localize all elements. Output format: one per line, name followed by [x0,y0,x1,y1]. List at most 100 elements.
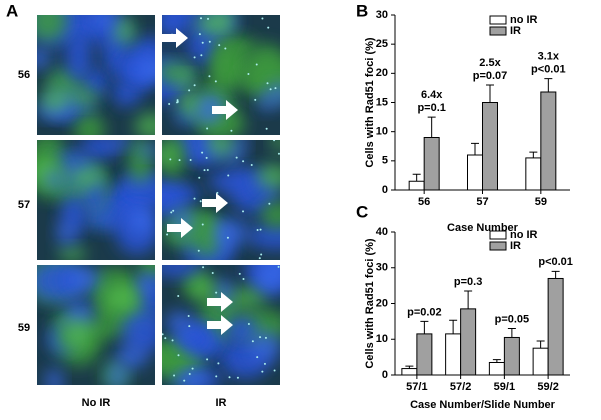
focus [197,249,200,252]
error-bar [405,365,414,369]
fold-change: 3.1x [538,50,560,62]
cell [181,372,207,385]
legend-label: IR [510,25,521,37]
focus [242,277,245,280]
focus [189,158,192,161]
focus [217,362,220,365]
cell [229,287,266,309]
bar [416,333,433,376]
x-tick-label: 57 [476,196,488,208]
bar [467,154,483,191]
focus [188,325,191,328]
bar [532,347,549,376]
cell [137,57,155,82]
focus [263,362,266,365]
x-tick-label: 59 [535,196,547,208]
focus [260,253,263,256]
cell [74,112,105,135]
focus [199,200,202,203]
cell [68,88,99,106]
p-value: p=0.05 [495,313,530,325]
focus [193,84,196,87]
focus [215,291,218,294]
cell [263,265,280,278]
x-tick-label: 59/2 [537,381,558,393]
focus [206,127,209,130]
micrograph-content [162,140,280,260]
cell [174,72,197,85]
cell [134,112,155,135]
focus [166,233,169,236]
focus [172,209,175,212]
cell [113,17,136,45]
focus [206,358,209,361]
focus [216,191,219,194]
micrograph-content [37,265,155,385]
focus [207,17,210,20]
legend-swatch [489,241,507,251]
panel-label: C [356,202,368,221]
cell [80,140,122,159]
cell [247,222,280,250]
p-value: p<0.01 [538,256,573,268]
arrow [202,193,228,213]
cell [110,140,131,149]
error-bar [551,270,560,279]
micrograph [37,140,155,260]
cell [271,140,280,150]
bar [547,277,564,376]
cell [64,298,94,329]
arrow [207,292,233,312]
legend-swatch [489,230,507,240]
cell [107,362,127,385]
focus [247,73,250,76]
legend-swatch [489,26,507,36]
cell [165,311,195,334]
cell [213,217,249,248]
focus [273,369,276,372]
cell [162,144,175,167]
cell [72,266,101,292]
focus [198,33,201,36]
focus [265,127,268,130]
focus [261,17,264,20]
cell [177,328,207,350]
focus [168,102,171,105]
cell [69,166,102,189]
x-axis-label: Case Number/Slide Number [410,399,556,411]
focus [238,272,241,275]
bar [503,336,520,376]
y-tick-label: 40 [376,226,388,238]
cell [122,309,155,354]
focus [201,151,204,154]
focus [261,370,264,373]
focus [242,210,245,213]
focus [214,80,217,83]
focus [208,75,211,78]
focus [251,340,254,343]
bar [540,91,557,191]
focus [202,266,205,269]
panel-label: A [6,1,18,20]
bar [482,102,498,191]
focus [242,160,245,163]
micrograph-content [37,15,155,135]
focus [226,236,229,239]
error-bar [449,319,458,334]
cell [225,316,259,345]
focus [277,152,280,155]
legend-label: no IR [510,229,538,241]
fold-change: 2.5x [479,57,501,69]
focus [177,354,180,357]
y-tick-label: 15 [376,96,388,108]
focus [188,372,191,375]
cell [162,265,203,278]
focus [267,26,270,29]
cell [45,367,64,385]
column-label: IR [216,397,227,409]
micrograph [37,15,155,135]
cell [66,319,90,350]
y-tick-label: 30 [376,9,388,21]
arrow [162,28,188,48]
micrograph [37,265,155,385]
